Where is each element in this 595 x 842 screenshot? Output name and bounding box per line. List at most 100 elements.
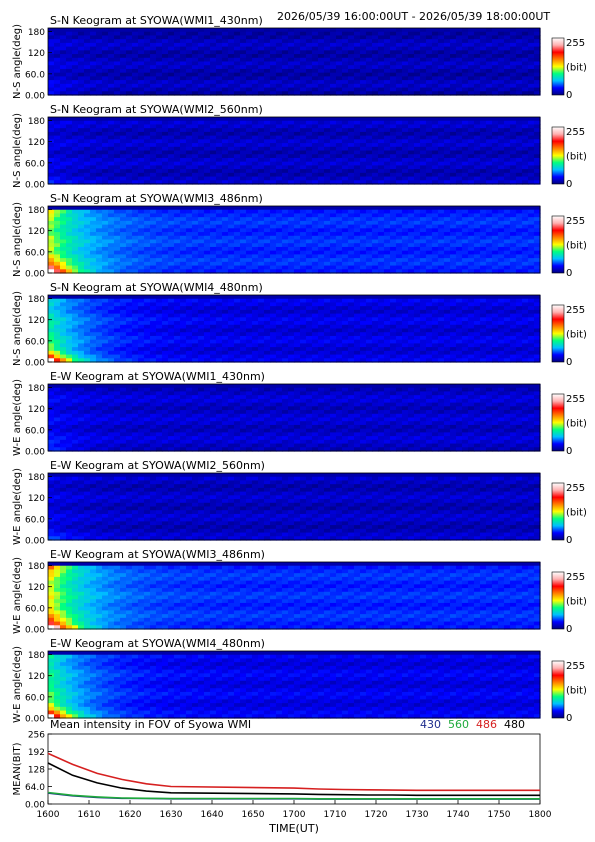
chart-x-tick-label: 1710	[324, 810, 347, 820]
y-tick-label: 60.0	[25, 337, 45, 347]
y-tick-label: 60.0	[25, 70, 45, 80]
keogram-panels: S-N Keogram at SYOWA(WMI1_430nm) 180 120 60…	[12, 14, 587, 725]
chart-x-tick-label: 1720	[365, 810, 388, 820]
colorbar	[551, 304, 565, 363]
keogram-panel-2: S-N Keogram at SYOWA(WMI2_560nm) 180 120 60…	[12, 103, 587, 191]
chart-y-tick-label: 0.00	[25, 801, 45, 811]
y-tick-label: 120	[28, 316, 45, 326]
colorbar-unit-label: (bit)	[566, 241, 587, 252]
y-axis-label: N-S angle(deg)	[12, 202, 23, 277]
legend-480: 480	[504, 718, 525, 731]
keogram-title: E-W Keogram at SYOWA(WMI2_560nm)	[50, 459, 265, 472]
colorbar-unit-label: (bit)	[566, 597, 587, 608]
y-tick-label: 0.00	[25, 537, 45, 547]
y-tick-label: 180	[28, 295, 45, 305]
colorbar-min-label: 0	[566, 713, 572, 724]
y-tick-label: 180	[28, 473, 45, 483]
y-tick-label: 0.00	[25, 181, 45, 191]
keogram-title: S-N Keogram at SYOWA(WMI1_430nm)	[50, 14, 263, 27]
chart-x-tick-label: 1740	[447, 810, 470, 820]
colorbar-max-label: 255	[566, 216, 585, 227]
y-axis-label: N-S angle(deg)	[12, 291, 23, 366]
y-tick-label: 180	[28, 117, 45, 127]
chart-x-tick-label: 1610	[78, 810, 101, 820]
y-tick-label: 60.0	[25, 426, 45, 436]
mean-intensity-chart: Mean intensity in FOV of Syowa WMI 430 560…	[12, 718, 552, 835]
legend-486: 486	[476, 718, 497, 731]
keogram-image	[48, 206, 541, 274]
keogram-panel-7: E-W Keogram at SYOWA(WMI3_486nm) 180 120 60…	[12, 548, 587, 636]
colorbar-min-label: 0	[566, 90, 572, 101]
colorbar-unit-label: (bit)	[566, 330, 587, 341]
keogram-panel-3: S-N Keogram at SYOWA(WMI3_486nm) 180 120 60…	[12, 192, 587, 280]
y-tick-label: 60.0	[25, 159, 45, 169]
keogram-image	[48, 473, 541, 541]
y-tick-label: 180	[28, 562, 45, 572]
y-tick-label: 120	[28, 49, 45, 59]
keogram-panel-8: E-W Keogram at SYOWA(WMI4_480nm) 180 120 60…	[12, 637, 587, 725]
keogram-panel-5: E-W Keogram at SYOWA(WMI1_430nm) 180 120 60…	[12, 370, 587, 458]
keogram-image	[48, 28, 541, 96]
y-tick-label: 0.00	[25, 359, 45, 369]
colorbar-unit-label: (bit)	[566, 508, 587, 519]
chart-title: Mean intensity in FOV of Syowa WMI	[50, 718, 251, 731]
legend-560: 560	[448, 718, 469, 731]
chart-y-axis-label: MEAN(BIT)	[12, 742, 23, 795]
colorbar-min-label: 0	[566, 357, 572, 368]
y-tick-label: 180	[28, 651, 45, 661]
colorbar-min-label: 0	[566, 535, 572, 546]
keogram-image	[48, 295, 541, 363]
keogram-title: E-W Keogram at SYOWA(WMI1_430nm)	[50, 370, 265, 383]
colorbar-max-label: 255	[566, 572, 585, 583]
keogram-title: S-N Keogram at SYOWA(WMI4_480nm)	[50, 281, 263, 294]
chart-y-tick-label: 64.0	[25, 783, 45, 793]
chart-x-tick-label: 1640	[201, 810, 224, 820]
colorbar-max-label: 255	[566, 127, 585, 138]
colorbar-unit-label: (bit)	[566, 419, 587, 430]
chart-y-tick-label: 128	[28, 766, 45, 776]
colorbar-unit-label: (bit)	[566, 686, 587, 697]
y-tick-label: 0.00	[25, 270, 45, 280]
chart-x-tick-label: 1620	[119, 810, 142, 820]
y-tick-label: 0.00	[25, 715, 45, 725]
chart-x-axis-label: TIME(UT)	[268, 822, 319, 835]
y-tick-label: 0.00	[25, 92, 45, 102]
colorbar-max-label: 255	[566, 483, 585, 494]
chart-x-tick-label: 1730	[406, 810, 429, 820]
keogram-image	[48, 384, 541, 452]
chart-x-tick-label: 1750	[488, 810, 511, 820]
keogram-image	[48, 651, 541, 719]
y-tick-label: 60.0	[25, 604, 45, 614]
y-tick-label: 60.0	[25, 515, 45, 525]
chart-frame	[47, 733, 541, 805]
y-tick-label: 180	[28, 206, 45, 216]
colorbar	[551, 215, 565, 274]
y-tick-label: 120	[28, 494, 45, 504]
colorbar-max-label: 255	[566, 661, 585, 672]
y-tick-label: 120	[28, 583, 45, 593]
keogram-title: E-W Keogram at SYOWA(WMI3_486nm)	[50, 548, 265, 561]
y-axis-label: W-E angle(deg)	[12, 379, 23, 456]
colorbar	[551, 482, 565, 541]
y-tick-label: 180	[28, 28, 45, 38]
colorbar	[551, 126, 565, 185]
colorbar-min-label: 0	[566, 268, 572, 279]
colorbar-min-label: 0	[566, 624, 572, 635]
keogram-title: E-W Keogram at SYOWA(WMI4_480nm)	[50, 637, 265, 650]
keogram-title: S-N Keogram at SYOWA(WMI3_486nm)	[50, 192, 263, 205]
keogram-panel-4: S-N Keogram at SYOWA(WMI4_480nm) 180 120 60…	[12, 281, 587, 369]
colorbar-max-label: 255	[566, 305, 585, 316]
y-axis-label: N-S angle(deg)	[12, 113, 23, 188]
y-tick-label: 120	[28, 672, 45, 682]
y-tick-label: 120	[28, 227, 45, 237]
colorbar-max-label: 255	[566, 38, 585, 49]
chart-y-tick-label: 256	[28, 731, 45, 741]
y-tick-label: 60.0	[25, 248, 45, 258]
y-tick-label: 120	[28, 405, 45, 415]
chart-x-tick-label: 1700	[283, 810, 306, 820]
colorbar-max-label: 255	[566, 394, 585, 405]
chart-x-tick-label: 1630	[160, 810, 183, 820]
colorbar-unit-label: (bit)	[566, 152, 587, 163]
chart-y-tick-label: 192	[28, 748, 45, 758]
y-axis-label: W-E angle(deg)	[12, 468, 23, 545]
